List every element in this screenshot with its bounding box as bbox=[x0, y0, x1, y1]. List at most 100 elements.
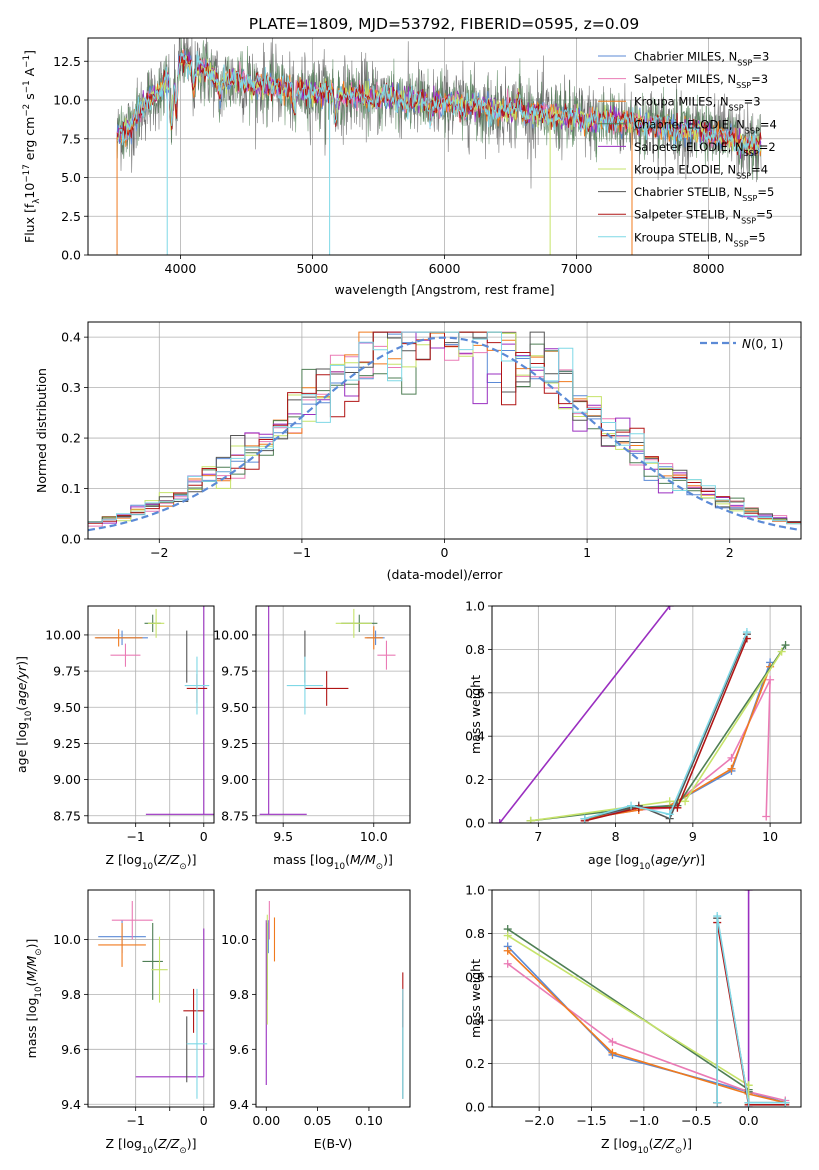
legend-label: Chabrier STELIB, NSSP=5 bbox=[634, 185, 774, 203]
xtick-label: 9 bbox=[689, 829, 697, 844]
data-point bbox=[665, 797, 674, 806]
weight-series-kroupa-stelib bbox=[713, 912, 790, 1107]
panel-spectrum: 4000 5000 6000 7000 8000 0.0 2.5 5.0 7.5 10.0 12.5… bbox=[22, 37, 802, 297]
ytick-label: 5.0 bbox=[61, 170, 81, 185]
data-point bbox=[608, 1048, 617, 1057]
legend-label: Kroupa ELODIE, NSSP=4 bbox=[634, 163, 768, 181]
xtick-label: −1.0 bbox=[629, 1113, 659, 1128]
yticks-spectrum: 0.0 2.5 5.0 7.5 10.0 12.5 bbox=[53, 54, 88, 263]
axes-frame bbox=[255, 605, 411, 824]
legend-label: Kroupa STELIB, NSSP=5 bbox=[634, 230, 766, 248]
xtick-label: −1 bbox=[293, 545, 311, 560]
ytick-label: 0.2 bbox=[465, 1056, 485, 1071]
ytick-label: 12.5 bbox=[53, 54, 81, 69]
ytick-label: 10.0 bbox=[221, 932, 249, 947]
ytick-label: 8.75 bbox=[53, 808, 81, 823]
xtick-label: 9.5 bbox=[273, 829, 293, 844]
axes-frame bbox=[87, 889, 215, 1108]
xticks-weight_vs_age: 7 8 9 10 bbox=[534, 823, 778, 844]
yticks-weight_vs_Z: 0.0 0.2 0.4 0.6 0.8 1.0 bbox=[465, 883, 492, 1115]
panel-weight_vs_age: 7 8 9 10 0.0 0.2 0.4 0.6 0.8 1.0 age [log10(age/yr… bbox=[465, 599, 802, 872]
data-point bbox=[766, 675, 775, 684]
ytick-label: 0.0 bbox=[61, 248, 81, 263]
xtick-label: −2 bbox=[150, 545, 168, 560]
ytick-label: 0.8 bbox=[465, 926, 485, 941]
xticks-age_vs_Z: −1 0 bbox=[126, 823, 208, 844]
ytick-label: 7.5 bbox=[61, 131, 81, 146]
ytick-label: 0.6 bbox=[465, 685, 485, 700]
errorbar-salpeter-stelib bbox=[183, 988, 204, 1033]
ytick-label: 9.00 bbox=[221, 772, 249, 787]
ytick-label: 9.8 bbox=[229, 987, 249, 1002]
ytick-label: 0.8 bbox=[465, 642, 485, 657]
data-point bbox=[727, 764, 736, 773]
errorbar-salpeter-stelib bbox=[304, 671, 349, 706]
x-axis-label: mass [log10(M/M⊙)] bbox=[273, 852, 393, 872]
y-axis-label: Flux [fλ10−17 erg cm−2 s−1 A−1] bbox=[22, 50, 42, 243]
data-point bbox=[744, 1098, 753, 1107]
errorbar-kroupa-elodie bbox=[147, 608, 165, 638]
x-axis-label: E(B-V) bbox=[314, 1136, 353, 1151]
ytick-label: 9.00 bbox=[53, 772, 81, 787]
ytick-label: 8.75 bbox=[221, 808, 249, 823]
ytick-label: 9.4 bbox=[229, 1097, 249, 1112]
ytick-label: 0.4 bbox=[465, 1013, 485, 1028]
panel-mass_vs_Z: −1 0 9.4 9.6 9.8 10.0 Z [log10(Z/Z⊙)] mass [log… bbox=[24, 889, 215, 1156]
gaussian-reference-curve bbox=[88, 336, 799, 532]
xticks-weight_vs_Z: −2.0 −1.5 −1.0 −0.5 0.0 bbox=[524, 1107, 759, 1128]
xticks-mass_vs_ebv: 0.00 0.05 0.10 bbox=[252, 1107, 383, 1128]
data-point bbox=[627, 801, 636, 810]
ytick-label: 9.50 bbox=[53, 700, 81, 715]
xtick-label: 8000 bbox=[693, 261, 725, 276]
ytick-label: 0.6 bbox=[465, 969, 485, 984]
panel-age_vs_Z: −1 0 8.75 9.00 9.25 9.50 9.75 10.00 Z [log10(Z/Z… bbox=[14, 605, 215, 872]
ytick-label: 9.50 bbox=[221, 700, 249, 715]
data-point bbox=[713, 1098, 722, 1107]
legend-label: Salpeter STELIB, NSSP=5 bbox=[634, 208, 773, 226]
x-axis-label: age [log10(age/yr)] bbox=[588, 852, 705, 872]
grid-age_vs_mass bbox=[256, 606, 410, 823]
data-point bbox=[762, 812, 771, 821]
weight-series-chabrier-stelib bbox=[713, 914, 790, 1107]
x-axis-label: Z [log10(Z/Z⊙)] bbox=[106, 852, 197, 872]
xtick-label: 5000 bbox=[297, 261, 329, 276]
xticks-mass_vs_Z: −1 0 bbox=[126, 1107, 208, 1128]
plot-area-weight_vs_age bbox=[495, 606, 790, 823]
x-axis-label: Z [log10(Z/Z⊙)] bbox=[106, 1136, 197, 1156]
data-point bbox=[781, 1098, 790, 1107]
data-point bbox=[503, 959, 512, 968]
legend-spectrum: Chabrier MILES, NSSP=3 Salpeter MILES, NS… bbox=[598, 50, 777, 248]
ytick-label: 10.0 bbox=[53, 93, 81, 108]
ytick-label: 10.0 bbox=[53, 932, 81, 947]
xtick-label: 0.10 bbox=[355, 1113, 383, 1128]
ytick-label: 1.0 bbox=[465, 883, 485, 898]
histogram-kroupa-stelib bbox=[88, 331, 801, 525]
data-point bbox=[526, 816, 535, 823]
legend-label: Kroupa MILES, NSSP=3 bbox=[634, 95, 761, 113]
grid-mass_vs_Z bbox=[88, 890, 214, 1107]
yticks-residuals: 0.0 0.1 0.2 0.3 0.4 bbox=[61, 330, 88, 547]
xtick-label: 1 bbox=[583, 545, 591, 560]
errorbar-kroupa-elodie bbox=[335, 608, 372, 638]
xtick-label: 0 bbox=[200, 1113, 208, 1128]
spectrum-line-kroupa-stelib bbox=[116, 50, 762, 155]
xtick-label: 4000 bbox=[165, 261, 197, 276]
legend-label: Salpeter MILES, NSSP=3 bbox=[634, 72, 768, 90]
ytick-label: 9.75 bbox=[221, 664, 249, 679]
weight-series-salpeter-elodie bbox=[495, 606, 674, 823]
data-point bbox=[681, 797, 690, 806]
ytick-label: 0.2 bbox=[465, 772, 485, 787]
xtick-label: −0.5 bbox=[681, 1113, 711, 1128]
ytick-label: 0.0 bbox=[61, 532, 81, 547]
plot-area-mass_vs_ebv bbox=[265, 900, 404, 1099]
errorbar-kroupa-elodie bbox=[151, 936, 168, 1003]
data-point bbox=[580, 814, 589, 823]
errorbar-salpeter-miles bbox=[377, 640, 396, 670]
data-point bbox=[742, 628, 751, 637]
errorbar-salpeter-miles bbox=[111, 900, 153, 940]
ytick-label: 10.00 bbox=[213, 627, 249, 642]
y-axis-label: mass weight bbox=[468, 675, 483, 754]
data-point bbox=[673, 803, 682, 812]
axes-frame bbox=[87, 37, 802, 256]
legend-label: Chabrier MILES, NSSP=3 bbox=[634, 50, 769, 68]
